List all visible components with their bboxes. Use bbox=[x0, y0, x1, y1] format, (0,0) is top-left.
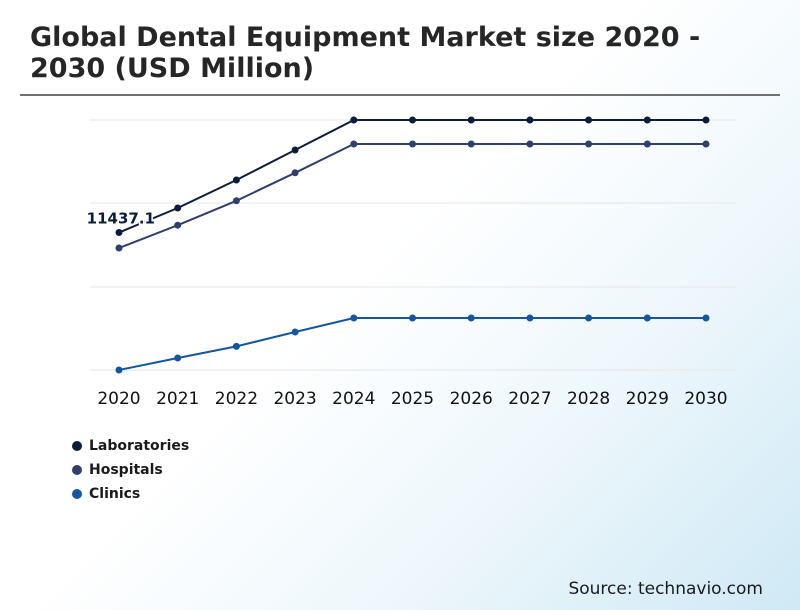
x-tick-label-2025: 2025 bbox=[391, 389, 434, 409]
data-point-clinics-2029 bbox=[643, 314, 651, 322]
data-label-0: 11437.1 bbox=[87, 210, 155, 228]
legend-item-clinics: Clinics bbox=[72, 482, 189, 506]
data-point-clinics-2020 bbox=[115, 366, 123, 374]
legend-label-laboratories: Laboratories bbox=[89, 438, 190, 454]
data-point-hospitals-2030 bbox=[702, 140, 710, 148]
line-chart: 2020 2021 2022 2023 2024 2025 2026 2027 2028 2029… bbox=[85, 116, 736, 409]
chart-legend: Laboratories Hospitals Clinics bbox=[72, 434, 189, 506]
data-point-hospitals-2028 bbox=[585, 140, 593, 148]
data-point-hospitals-2026 bbox=[467, 140, 475, 148]
data-point-clinics-2028 bbox=[585, 314, 593, 322]
legend-marker-clinics bbox=[72, 489, 82, 499]
legend-marker-laboratories bbox=[72, 441, 82, 451]
data-point-hospitals-2027 bbox=[526, 140, 534, 148]
series-line-clinics bbox=[118, 317, 706, 371]
x-tick-label-2028: 2028 bbox=[567, 389, 610, 409]
data-point-hospitals-2021 bbox=[174, 221, 182, 229]
data-point-laboratories-2030 bbox=[702, 116, 710, 124]
legend-item-laboratories: Laboratories bbox=[72, 434, 189, 458]
legend-label-hospitals: Hospitals bbox=[89, 462, 163, 478]
data-point-clinics-2027 bbox=[526, 314, 534, 322]
x-tick-label-2029: 2029 bbox=[626, 389, 669, 409]
x-tick-label-2021: 2021 bbox=[156, 389, 199, 409]
title-divider bbox=[20, 94, 780, 96]
data-point-hospitals-2025 bbox=[409, 140, 416, 148]
data-point-laboratories-2024 bbox=[350, 116, 358, 124]
data-point-hospitals-2024 bbox=[350, 140, 358, 148]
data-point-laboratories-2022 bbox=[232, 176, 240, 184]
data-point-clinics-2024 bbox=[350, 314, 358, 322]
data-point-laboratories-2020 bbox=[115, 229, 123, 237]
data-point-hospitals-2020 bbox=[115, 244, 123, 252]
series-line-hospitals bbox=[118, 143, 706, 249]
data-point-clinics-2023 bbox=[291, 328, 299, 336]
data-point-clinics-2021 bbox=[174, 354, 182, 362]
data-point-clinics-2022 bbox=[232, 342, 240, 350]
x-tick-label-2022: 2022 bbox=[215, 389, 258, 409]
series-line-laboratories bbox=[118, 119, 706, 234]
data-point-clinics-2030 bbox=[702, 314, 710, 322]
source-credit: Source: technavio.com bbox=[568, 579, 763, 599]
data-point-hospitals-2023 bbox=[291, 169, 299, 177]
legend-label-clinics: Clinics bbox=[89, 486, 141, 502]
chart-title: Global Dental Equipment Market size 2020… bbox=[30, 22, 701, 84]
x-tick-label-2020: 2020 bbox=[97, 389, 140, 409]
data-point-laboratories-2028 bbox=[585, 116, 593, 124]
x-tick-label-2027: 2027 bbox=[508, 389, 551, 409]
x-tick-label-2026: 2026 bbox=[450, 389, 493, 409]
legend-item-hospitals: Hospitals bbox=[72, 458, 189, 482]
data-point-laboratories-2029 bbox=[643, 116, 651, 124]
data-point-hospitals-2022 bbox=[232, 197, 240, 205]
data-point-laboratories-2026 bbox=[467, 116, 475, 124]
x-tick-label-2030: 2030 bbox=[684, 389, 727, 409]
data-point-clinics-2025 bbox=[409, 314, 416, 322]
data-point-laboratories-2025 bbox=[409, 116, 416, 124]
data-point-laboratories-2021 bbox=[174, 204, 182, 212]
legend-marker-hospitals bbox=[72, 465, 82, 475]
data-point-clinics-2026 bbox=[467, 314, 475, 322]
data-point-laboratories-2027 bbox=[526, 116, 534, 124]
data-point-laboratories-2023 bbox=[291, 146, 299, 154]
x-tick-label-2024: 2024 bbox=[332, 389, 375, 409]
x-tick-label-2023: 2023 bbox=[273, 389, 316, 409]
data-point-hospitals-2029 bbox=[643, 140, 651, 148]
